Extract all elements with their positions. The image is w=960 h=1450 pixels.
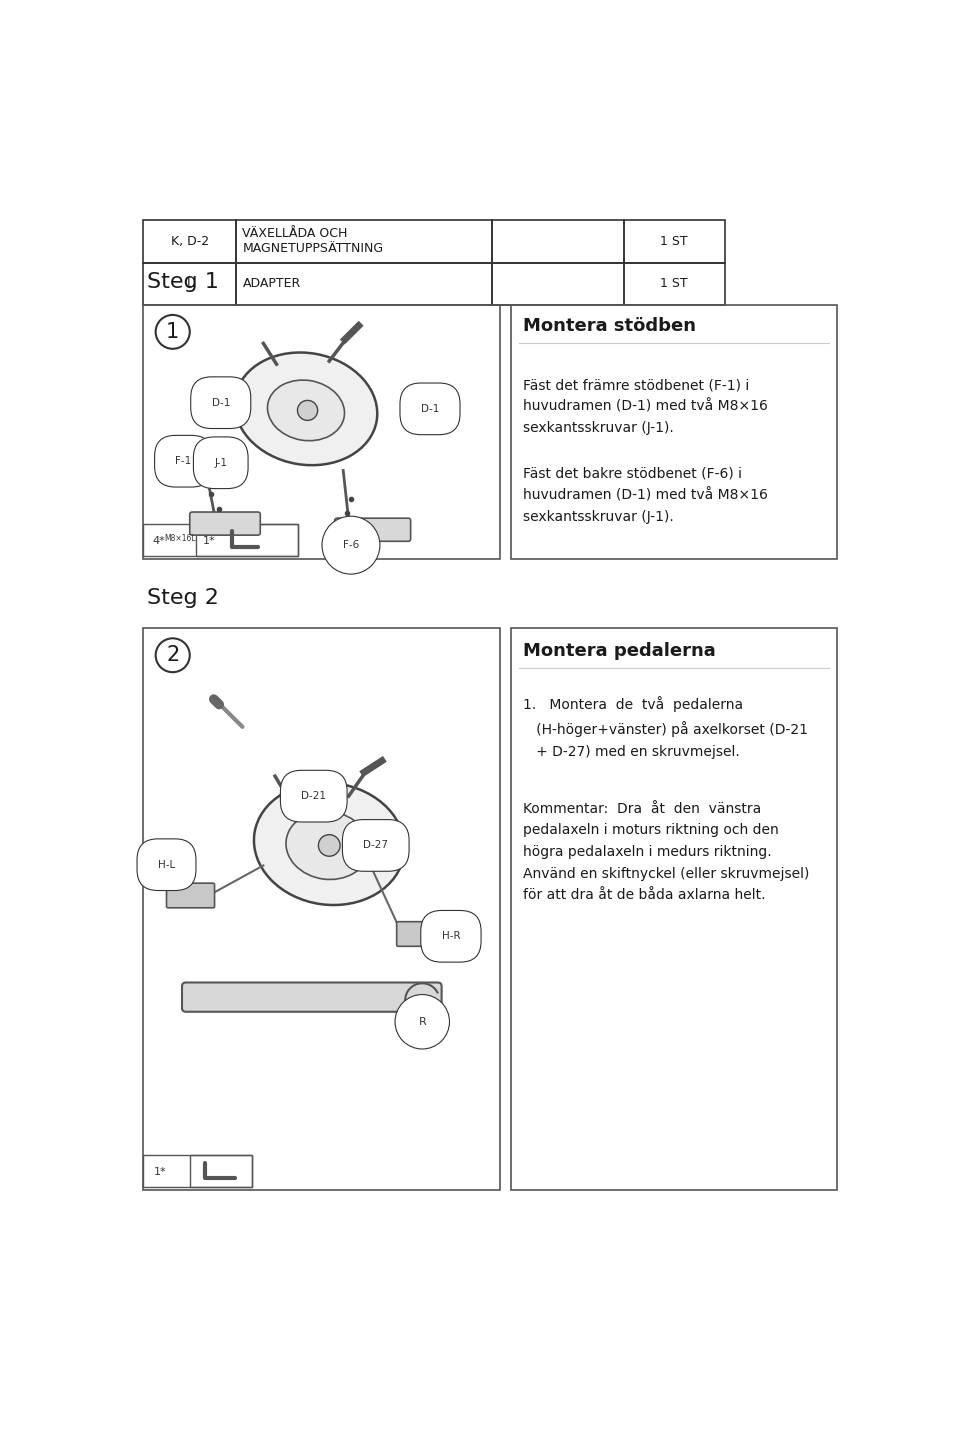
- Text: H-R: H-R: [442, 931, 460, 941]
- Bar: [143, 523, 299, 555]
- Text: R: R: [419, 1016, 426, 1027]
- Text: F-1: F-1: [176, 457, 192, 467]
- Text: 1 ST: 1 ST: [660, 235, 688, 248]
- Text: 1 ST: 1 ST: [660, 277, 688, 290]
- Circle shape: [298, 400, 318, 420]
- FancyBboxPatch shape: [182, 983, 442, 1012]
- Text: Fäst det främre stödbenet (F-1) i
huvudramen (D-1) med två M8×16
sexkantsskruvar: Fäst det främre stödbenet (F-1) i huvudr…: [523, 378, 768, 435]
- Text: D-1: D-1: [420, 405, 439, 413]
- Text: Steg 1: Steg 1: [147, 271, 219, 291]
- Text: Steg 2: Steg 2: [147, 587, 219, 608]
- Ellipse shape: [268, 380, 345, 441]
- Bar: [624, 220, 725, 262]
- FancyBboxPatch shape: [396, 922, 447, 947]
- Bar: [492, 262, 624, 304]
- Bar: [143, 1156, 252, 1188]
- Text: Montera pedalerna: Montera pedalerna: [523, 642, 716, 660]
- Bar: [624, 262, 725, 304]
- Text: L: L: [186, 277, 193, 290]
- Text: Kommentar:  Dra  åt  den  vänstra
pedalaxeln i moturs riktning och den
högra ped: Kommentar: Dra åt den vänstra pedalaxeln…: [523, 802, 809, 902]
- Text: J-1: J-1: [214, 458, 228, 468]
- Text: D-1: D-1: [211, 397, 230, 407]
- Ellipse shape: [254, 783, 404, 905]
- Bar: [143, 628, 500, 1190]
- Text: D-27: D-27: [363, 841, 388, 851]
- Bar: [492, 220, 624, 262]
- Circle shape: [156, 638, 190, 673]
- Text: 2: 2: [166, 645, 180, 666]
- Text: H-L: H-L: [157, 860, 175, 870]
- Text: Montera stödben: Montera stödben: [523, 318, 696, 335]
- Ellipse shape: [286, 812, 370, 880]
- Text: D-21: D-21: [301, 792, 326, 802]
- Text: K, D-2: K, D-2: [171, 235, 209, 248]
- Circle shape: [156, 315, 190, 349]
- FancyBboxPatch shape: [166, 883, 214, 908]
- Ellipse shape: [235, 352, 377, 465]
- Text: 1*: 1*: [203, 535, 215, 545]
- Bar: [196, 523, 299, 555]
- Bar: [236, 220, 492, 262]
- Bar: [512, 628, 837, 1190]
- FancyBboxPatch shape: [190, 512, 260, 535]
- Text: F-6: F-6: [343, 541, 359, 550]
- Text: ADAPTER: ADAPTER: [243, 277, 300, 290]
- Text: VÄXELLÅDA OCH
MAGNETUPPSÄTTNING: VÄXELLÅDA OCH MAGNETUPPSÄTTNING: [243, 228, 384, 255]
- Text: 4*: 4*: [153, 535, 165, 545]
- Text: M8×16L: M8×16L: [164, 535, 196, 544]
- Circle shape: [319, 835, 340, 856]
- Bar: [143, 262, 236, 304]
- Bar: [190, 1156, 252, 1188]
- Text: 1: 1: [166, 322, 180, 342]
- Text: Fäst det bakre stödbenet (F-6) i
huvudramen (D-1) med två M8×16
sexkantsskruvar : Fäst det bakre stödbenet (F-6) i huvudra…: [523, 467, 768, 523]
- Text: 1*: 1*: [154, 1167, 167, 1177]
- Bar: [143, 220, 236, 262]
- Text: 1.   Montera  de  två  pedalerna
   (H-höger+vänster) på axelkorset (D-21
   + D: 1. Montera de två pedalerna (H-höger+vän…: [523, 696, 808, 758]
- Bar: [143, 304, 500, 560]
- FancyBboxPatch shape: [335, 518, 411, 541]
- Bar: [512, 304, 837, 560]
- Bar: [236, 262, 492, 304]
